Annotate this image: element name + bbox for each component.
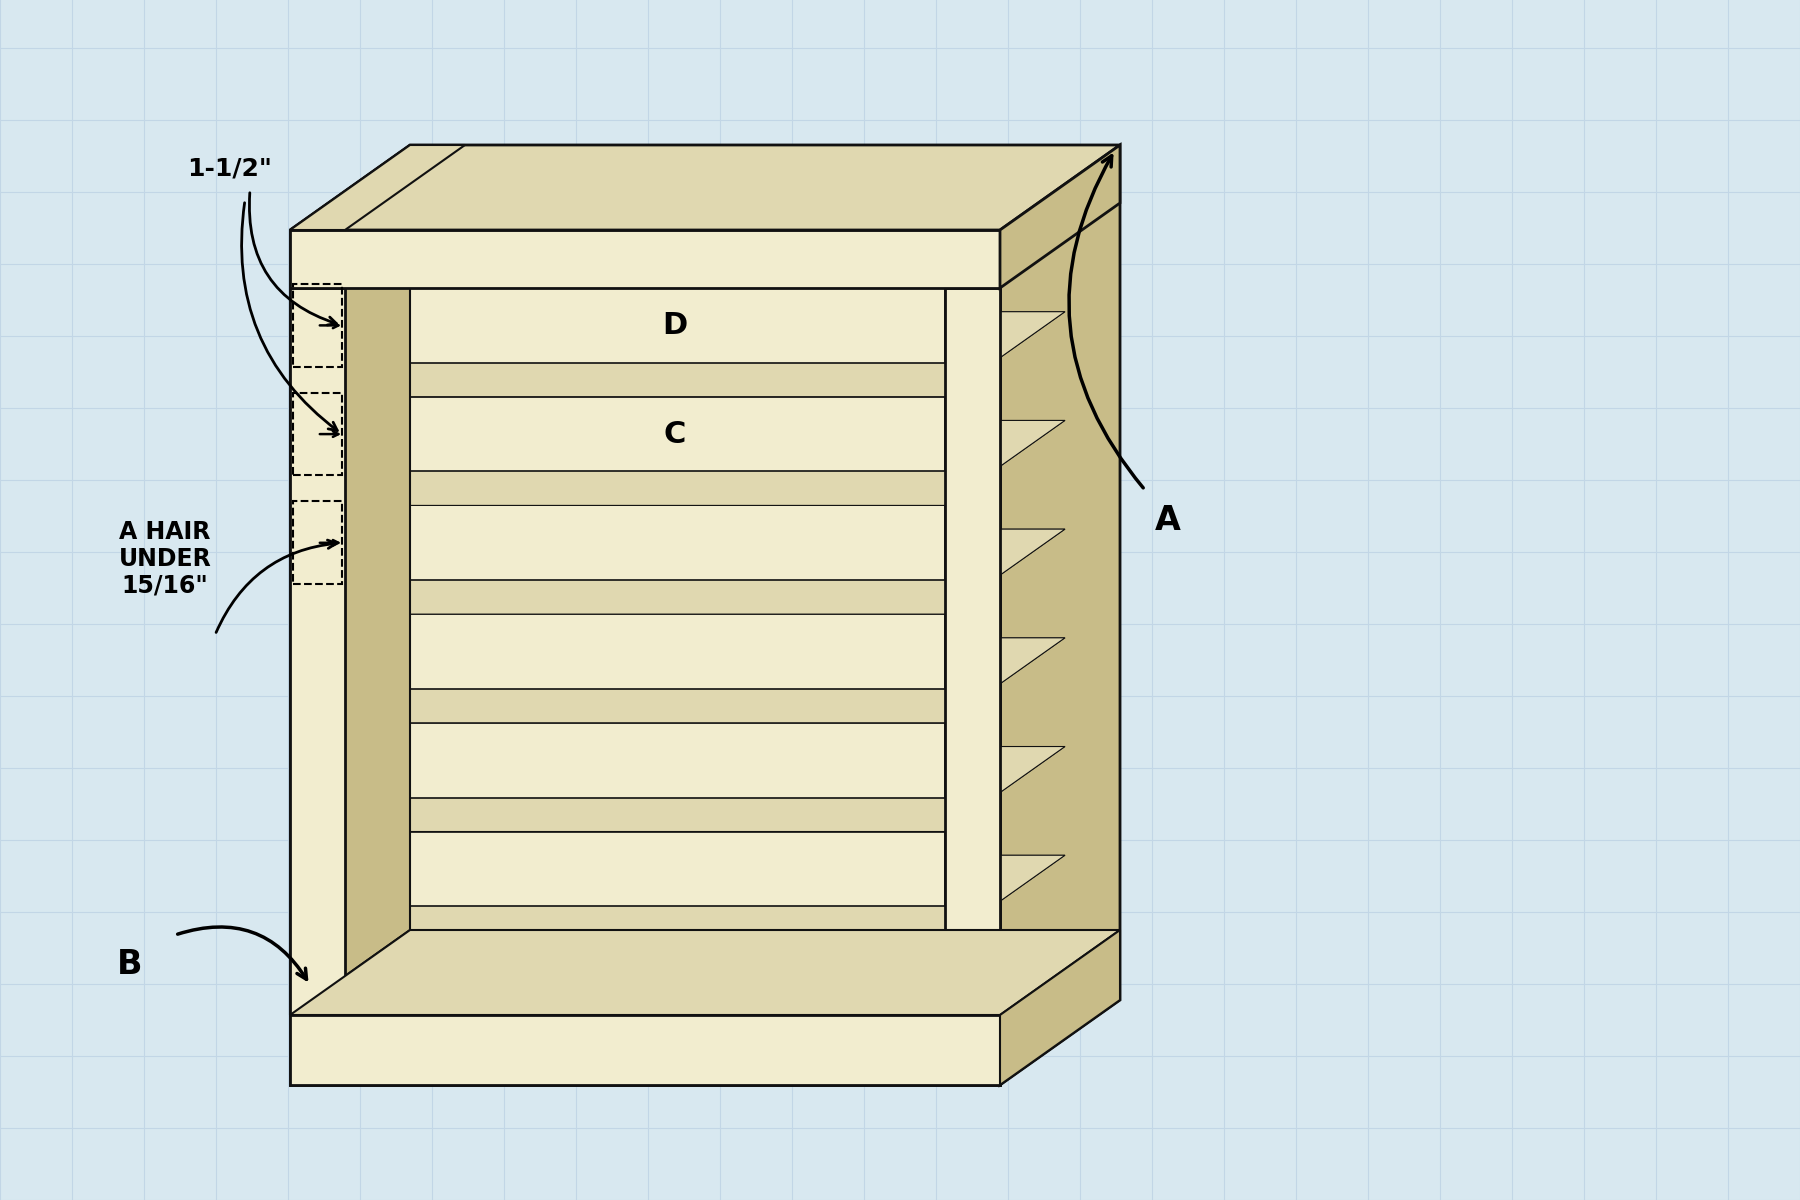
Polygon shape: [346, 312, 1066, 397]
Polygon shape: [346, 362, 945, 397]
Text: D: D: [662, 311, 688, 340]
Polygon shape: [346, 420, 1066, 505]
Text: 1-1/2": 1-1/2": [187, 156, 272, 180]
Polygon shape: [346, 529, 1066, 614]
FancyArrowPatch shape: [216, 540, 337, 632]
Text: A HAIR
UNDER
15/16": A HAIR UNDER 15/16": [119, 520, 211, 598]
Polygon shape: [346, 420, 1066, 505]
FancyArrowPatch shape: [241, 203, 337, 431]
Polygon shape: [290, 145, 464, 230]
FancyArrowPatch shape: [178, 926, 306, 979]
Polygon shape: [290, 230, 1001, 288]
Bar: [293, 392, 342, 475]
FancyArrowPatch shape: [1069, 156, 1143, 488]
Polygon shape: [346, 288, 945, 362]
Bar: [293, 284, 342, 367]
Polygon shape: [290, 288, 346, 1015]
Polygon shape: [290, 145, 410, 1015]
Text: C: C: [664, 420, 686, 449]
Polygon shape: [1001, 145, 1120, 1085]
Polygon shape: [346, 941, 945, 1015]
Polygon shape: [346, 906, 945, 941]
Polygon shape: [945, 288, 1001, 1015]
Polygon shape: [1001, 145, 1120, 288]
Polygon shape: [346, 798, 945, 832]
Polygon shape: [346, 312, 1066, 397]
Bar: [293, 502, 342, 584]
Text: A: A: [1156, 504, 1181, 536]
Polygon shape: [346, 746, 1066, 832]
Polygon shape: [290, 145, 1120, 230]
Polygon shape: [346, 856, 1066, 941]
Polygon shape: [346, 746, 1066, 832]
Polygon shape: [346, 856, 1066, 941]
Polygon shape: [346, 580, 945, 614]
Polygon shape: [290, 1015, 1001, 1085]
Polygon shape: [1001, 930, 1120, 1085]
Polygon shape: [346, 689, 945, 722]
Polygon shape: [346, 832, 945, 906]
Polygon shape: [346, 722, 945, 798]
Polygon shape: [410, 145, 1120, 1000]
Polygon shape: [410, 145, 464, 930]
Polygon shape: [346, 638, 1066, 722]
Polygon shape: [346, 472, 945, 505]
Polygon shape: [290, 930, 1120, 1015]
Text: B: B: [117, 948, 142, 982]
Polygon shape: [346, 529, 1066, 614]
Polygon shape: [346, 638, 1066, 722]
Polygon shape: [346, 614, 945, 689]
Polygon shape: [290, 230, 1001, 1085]
FancyArrowPatch shape: [250, 193, 337, 325]
Polygon shape: [346, 203, 1066, 288]
Polygon shape: [346, 505, 945, 580]
Polygon shape: [346, 397, 945, 472]
